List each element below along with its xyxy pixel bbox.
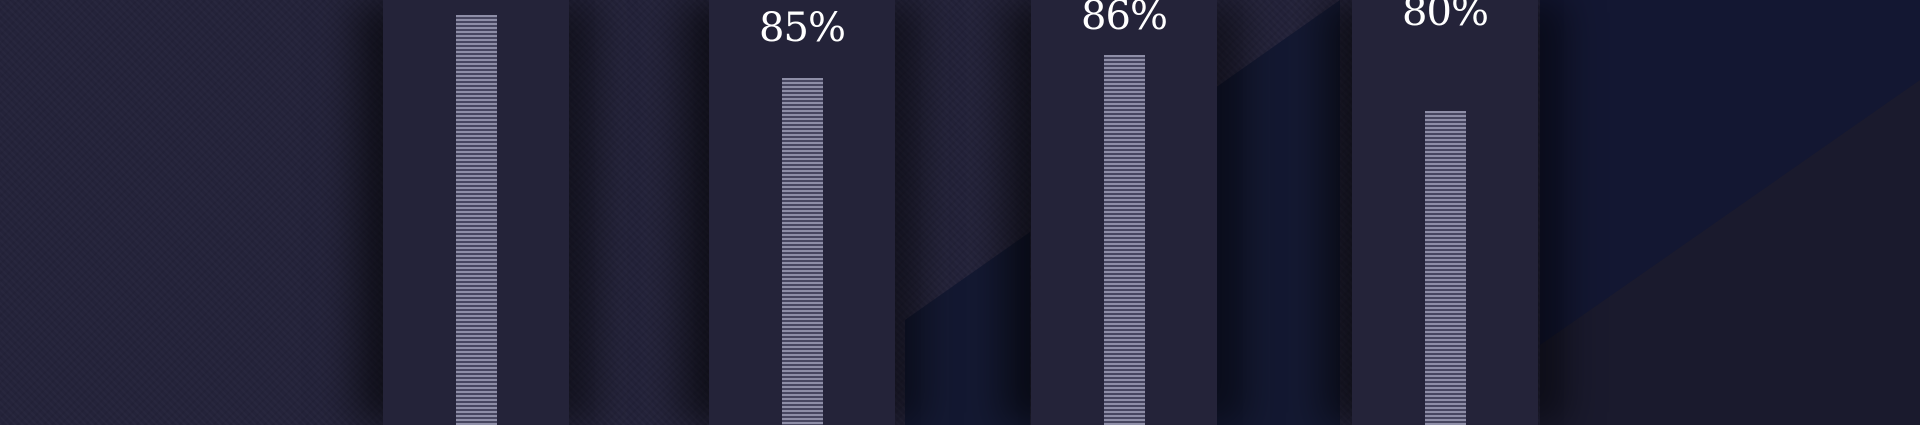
bar-2: [782, 78, 823, 425]
value-label-4: 80%: [1402, 0, 1489, 35]
bar-panel-2: 85%: [709, 0, 895, 425]
value-label-2: 85%: [759, 5, 846, 51]
accent-triangle-2: [1215, 0, 1340, 425]
bar-4: [1425, 111, 1466, 425]
value-label-3: 86%: [1081, 0, 1168, 39]
bar-panel-4: 80%: [1352, 0, 1538, 425]
bar-1: [456, 15, 497, 425]
bar-panel-1: [383, 0, 569, 425]
bar-3: [1104, 55, 1145, 425]
bar-panel-3: 86%: [1031, 0, 1217, 425]
accent-triangle-3: [1540, 0, 1920, 345]
accent-triangle-1: [905, 232, 1030, 425]
